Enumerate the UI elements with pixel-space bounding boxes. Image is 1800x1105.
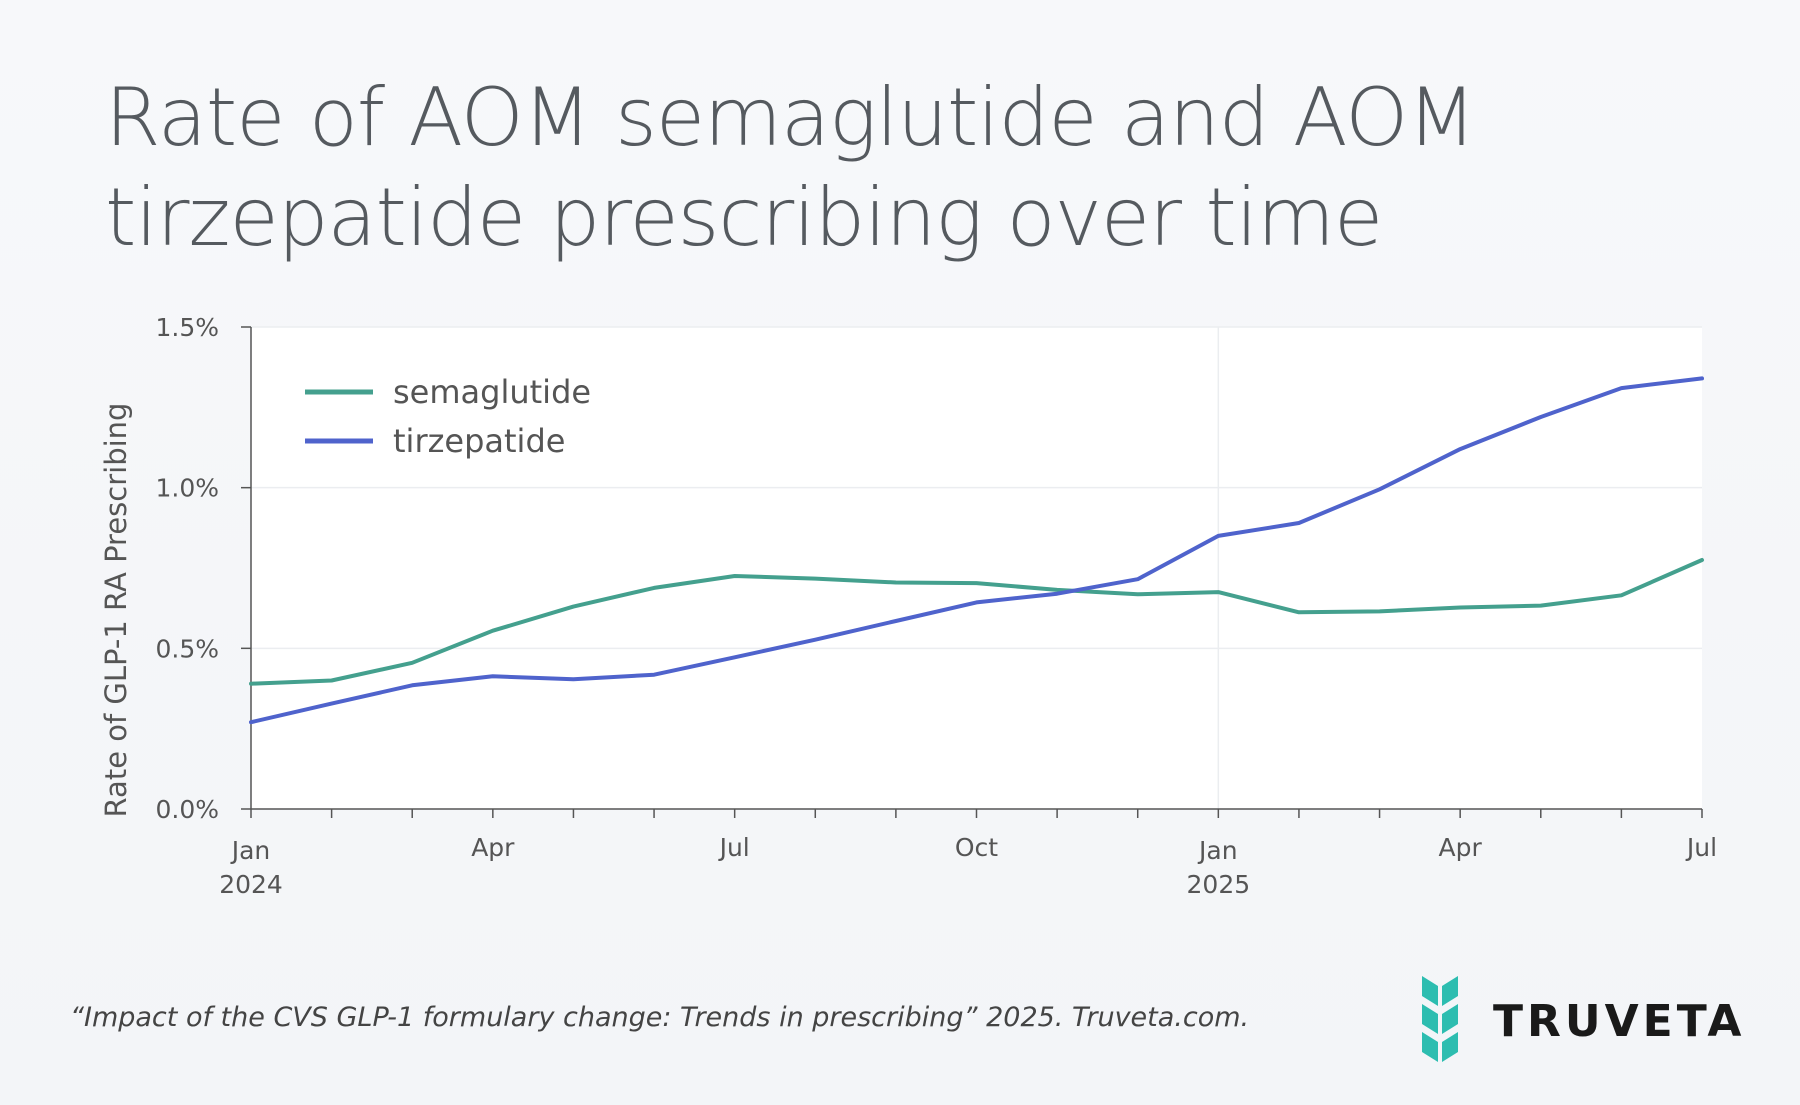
- y-tick-label: 0.5%: [155, 634, 219, 663]
- logo-chevron-bottom-right: [1442, 1032, 1458, 1062]
- x-tick-label: Oct: [955, 833, 998, 862]
- y-axis-label: Rate of GLP-1 RA Prescribing: [99, 403, 133, 818]
- brand: TRUVETA: [1420, 974, 1760, 1064]
- brand-name: TRUVETA: [1493, 996, 1746, 1047]
- x-tick-sublabel: 2024: [219, 870, 283, 899]
- logo-chevron-top-right: [1442, 976, 1458, 1006]
- x-tick-label: Jul: [1685, 833, 1717, 862]
- legend-label-semaglutide: semaglutide: [393, 373, 591, 411]
- grid-lines: [251, 326, 1702, 809]
- logo-chevron-bottom-left: [1422, 1032, 1438, 1062]
- x-tick-label: Apr: [471, 833, 515, 862]
- y-tick-label: 1.5%: [155, 313, 219, 342]
- logo-chevron-middle-left: [1422, 1004, 1438, 1034]
- series-line-semaglutide: [249, 558, 1704, 686]
- logo-chevron-top-left: [1422, 976, 1438, 1006]
- logo-chevron-middle-right: [1442, 1004, 1458, 1034]
- x-tick-sublabel: 2025: [1187, 870, 1251, 899]
- series-lines: [249, 376, 1704, 725]
- plot-area: [251, 327, 1702, 809]
- y-tick-label: 1.0%: [155, 474, 219, 503]
- x-tick-label: Apr: [1439, 833, 1483, 862]
- legend: semaglutide tirzepatide: [305, 373, 591, 460]
- chart-title-line-2: tirzepatide prescribing over time: [105, 171, 1383, 264]
- x-tick-label: Jul: [718, 833, 750, 862]
- chart-title: Rate of AOM semaglutide and AOM tirzepat…: [105, 68, 1665, 268]
- series-line-tirzepatide: [249, 376, 1704, 725]
- citation: “Impact of the CVS GLP-1 formulary chang…: [70, 1002, 1250, 1033]
- legend-label-tirzepatide: tirzepatide: [393, 422, 565, 460]
- truveta-chevron-logo-icon: [1422, 976, 1458, 1062]
- y-tick-label: 0.0%: [155, 795, 219, 824]
- chart-title-line-1: Rate of AOM semaglutide and AOM: [105, 71, 1476, 164]
- x-tick-label: Jan: [230, 836, 271, 865]
- axes: 0.0% 0.5% 1.0% 1.5% Jan 2024 Apr Jul Oct Jan 2025 A…: [155, 313, 1717, 899]
- x-tick-label: Jan: [1197, 836, 1238, 865]
